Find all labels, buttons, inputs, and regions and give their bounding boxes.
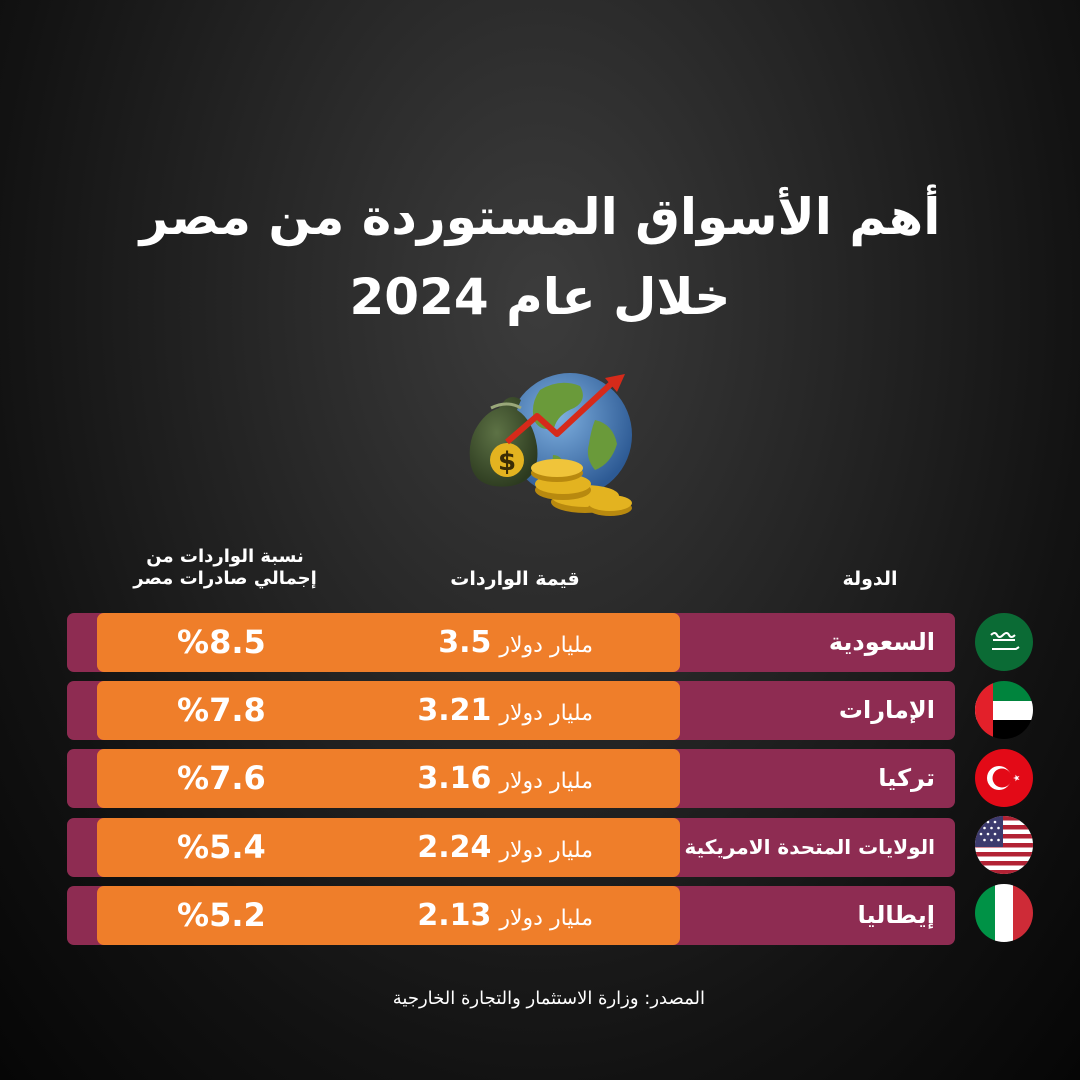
italy-flag-icon <box>975 884 1033 942</box>
import-share: %5.4 <box>177 828 266 866</box>
value-number: 2.24 <box>417 830 492 865</box>
table-row: إيطاليا مليار دولار 2.13 %5.2 <box>67 886 955 945</box>
value-unit: مليار دولار <box>499 633 593 658</box>
value-number: 3.5 <box>438 625 492 660</box>
import-share: %8.5 <box>177 623 266 661</box>
svg-text:$: $ <box>498 447 516 477</box>
row-highlight <box>97 681 680 740</box>
row-highlight <box>97 613 680 672</box>
title-line-1: أهم الأسواق المستوردة من مصر <box>139 188 941 246</box>
value-unit: مليار دولار <box>499 769 593 794</box>
title-line-2: خلال عام 2024 <box>349 268 731 326</box>
saudi-arabia-flag-icon <box>975 613 1033 671</box>
import-value: مليار دولار 2.13 <box>367 886 593 945</box>
globe-money-growth-icon: $ <box>445 360 645 530</box>
table-row: الإمارات مليار دولار 3.21 %7.8 <box>67 681 955 740</box>
country-name: الإمارات <box>838 696 935 724</box>
import-value: مليار دولار 3.21 <box>367 681 593 740</box>
value-unit: مليار دولار <box>499 701 593 726</box>
value-number: 3.21 <box>417 693 492 728</box>
uae-flag-icon <box>975 681 1033 739</box>
country-name: الولايات المتحدة الامريكية <box>684 835 935 859</box>
header-import-share-line-2: إجمالي صادرات مصر <box>133 567 317 589</box>
table-row: السعودية مليار دولار 3.5 %8.5 <box>67 613 955 672</box>
import-share: %5.2 <box>177 896 266 934</box>
table-row: تركيا مليار دولار 3.16 %7.6 <box>67 749 955 808</box>
row-highlight <box>97 886 680 945</box>
header-country: الدولة <box>842 568 898 590</box>
import-share: %7.6 <box>177 759 266 797</box>
import-share: %7.8 <box>177 691 266 729</box>
import-value: مليار دولار 3.16 <box>367 749 593 808</box>
value-unit: مليار دولار <box>499 838 593 863</box>
value-number: 2.13 <box>417 898 492 933</box>
header-import-share-line-1: نسبة الواردات من <box>146 546 304 567</box>
country-name: السعودية <box>828 628 935 656</box>
turkey-flag-icon <box>975 749 1033 807</box>
source-note: المصدر: وزارة الاستثمار والتجارة الخارجي… <box>392 988 705 1009</box>
row-highlight <box>97 818 680 877</box>
country-name: إيطاليا <box>857 901 935 929</box>
import-value: مليار دولار 2.24 <box>367 818 593 877</box>
header-import-value: قيمة الواردات <box>450 568 580 590</box>
value-unit: مليار دولار <box>499 906 593 931</box>
table-row: الولايات المتحدة الامريكية مليار دولار 2.… <box>67 818 955 877</box>
import-value: مليار دولار 3.5 <box>367 613 593 672</box>
header-import-share: نسبة الواردات من إجمالي صادرات مصر <box>110 546 340 589</box>
value-number: 3.16 <box>417 761 492 796</box>
usa-flag-icon <box>975 816 1033 874</box>
country-name: تركيا <box>878 764 935 792</box>
row-highlight <box>97 749 680 808</box>
